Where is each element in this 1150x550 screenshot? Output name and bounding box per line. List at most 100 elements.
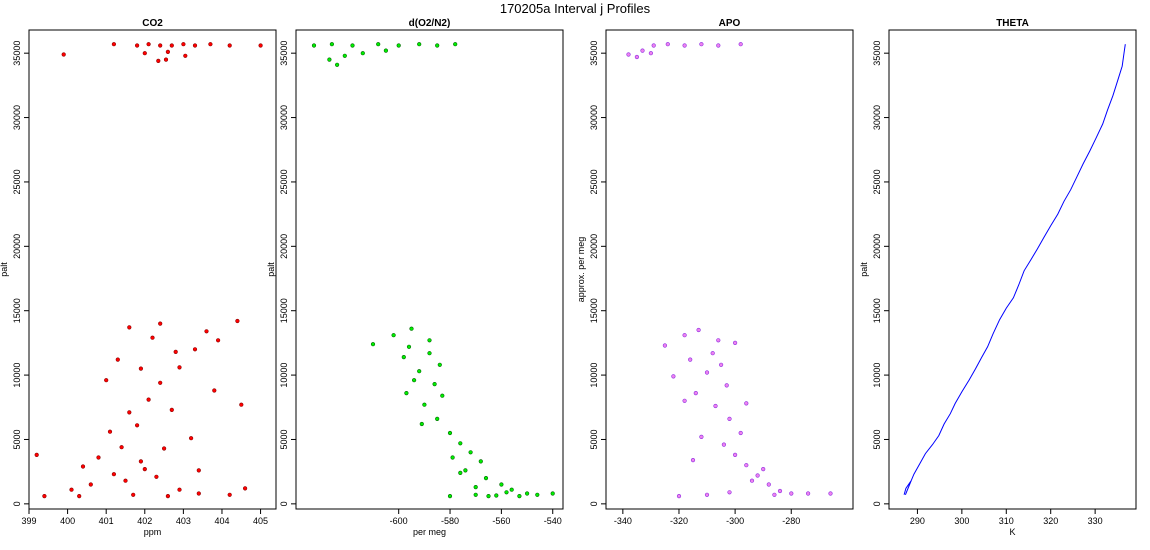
- y-axis-label: approx. per meg: [576, 237, 586, 303]
- y-tick-label: 30000: [279, 105, 289, 130]
- data-point: [688, 357, 693, 362]
- data-point: [396, 43, 401, 48]
- data-point: [77, 494, 82, 499]
- data-point: [360, 51, 365, 56]
- data-point: [662, 343, 668, 348]
- data-point: [463, 468, 468, 473]
- panel-title: d(O2/N2): [409, 18, 451, 29]
- data-point: [704, 370, 710, 375]
- panel-title: THETA: [996, 18, 1029, 29]
- data-point: [370, 342, 376, 347]
- data-point: [805, 491, 811, 496]
- data-point: [158, 380, 163, 385]
- data-point: [440, 393, 445, 398]
- panel-0: CO2 399 400 401 402 403 404 405 0 5000 10000 15000 2…: [0, 18, 277, 537]
- data-point: [111, 42, 116, 47]
- data-point: [119, 445, 124, 450]
- data-point: [761, 467, 766, 472]
- y-tick-label: 15000: [589, 298, 599, 323]
- data-point: [409, 326, 414, 331]
- data-point: [42, 494, 47, 499]
- data-point: [473, 492, 478, 497]
- data-point: [177, 365, 182, 370]
- data-point: [696, 327, 701, 333]
- data-point: [447, 494, 453, 499]
- data-point: [104, 378, 109, 383]
- x-tick-label: -300: [726, 516, 744, 526]
- data-point: [150, 335, 155, 340]
- y-axis-label: palt: [859, 262, 869, 277]
- data-point: [189, 436, 194, 441]
- data-point: [772, 492, 777, 497]
- data-point: [146, 42, 151, 47]
- data-point: [699, 434, 704, 440]
- y-tick-label: 25000: [872, 169, 882, 194]
- x-tick-label: 400: [60, 516, 75, 526]
- data-point: [450, 455, 455, 460]
- x-tick-label: 310: [999, 516, 1014, 526]
- data-point: [342, 53, 347, 58]
- data-point: [96, 455, 101, 460]
- data-point: [80, 464, 86, 469]
- y-tick-label: 30000: [12, 105, 22, 130]
- scatter-points: [626, 42, 833, 499]
- x-tick-label: -280: [782, 516, 800, 526]
- x-tick-label: -320: [670, 516, 688, 526]
- data-point: [435, 43, 440, 48]
- data-point: [107, 429, 113, 434]
- data-point: [235, 318, 240, 324]
- y-tick-label: 15000: [12, 298, 22, 323]
- y-axis-label: palt: [266, 262, 276, 277]
- data-point: [204, 329, 209, 334]
- data-point: [111, 472, 116, 477]
- data-point: [458, 470, 463, 476]
- y-tick-label: 5000: [872, 429, 882, 449]
- data-point: [183, 53, 188, 58]
- data-point: [671, 374, 676, 379]
- data-point: [422, 402, 427, 407]
- data-point: [181, 42, 186, 47]
- x-tick-label: 330: [1088, 516, 1103, 526]
- y-tick-label: 35000: [279, 41, 289, 66]
- y-tick-label: 10000: [12, 363, 22, 388]
- x-tick-label: 320: [1043, 516, 1058, 526]
- data-point: [239, 402, 244, 407]
- y-tick-label: 5000: [279, 429, 289, 449]
- data-point: [419, 421, 424, 427]
- data-point: [138, 459, 143, 464]
- data-point: [517, 494, 522, 499]
- x-tick-label: -600: [390, 516, 408, 526]
- data-point: [115, 357, 120, 362]
- figure-title: 170205a Interval j Profiles: [500, 1, 651, 16]
- plot-frame: [295, 29, 564, 510]
- data-point: [550, 491, 555, 496]
- data-point: [724, 383, 729, 388]
- data-point: [494, 493, 499, 498]
- y-tick-label: 20000: [589, 234, 599, 259]
- data-point: [401, 355, 406, 360]
- data-point: [626, 52, 631, 57]
- data-point: [165, 49, 170, 55]
- data-point: [699, 42, 704, 47]
- data-point: [383, 48, 389, 53]
- panel-2: APO -340 -320 -300 -280 0 5000 10000 15000 20000 2…: [576, 18, 854, 526]
- scatter-points: [311, 42, 555, 499]
- data-point: [208, 42, 213, 47]
- data-point: [158, 321, 163, 326]
- x-tick-label: 402: [137, 516, 152, 526]
- data-point: [311, 43, 317, 48]
- data-point: [327, 57, 332, 62]
- y-tick-label: 5000: [589, 429, 599, 449]
- data-point: [738, 42, 743, 47]
- data-point: [127, 325, 132, 330]
- data-point: [123, 478, 128, 483]
- data-point: [665, 42, 670, 47]
- data-point: [165, 494, 170, 499]
- x-tick-label: 399: [21, 516, 36, 526]
- y-tick-label: 0: [872, 501, 882, 506]
- y-tick-label: 35000: [872, 41, 882, 66]
- data-point: [173, 349, 178, 355]
- data-point: [693, 391, 698, 396]
- y-tick-label: 15000: [279, 298, 289, 323]
